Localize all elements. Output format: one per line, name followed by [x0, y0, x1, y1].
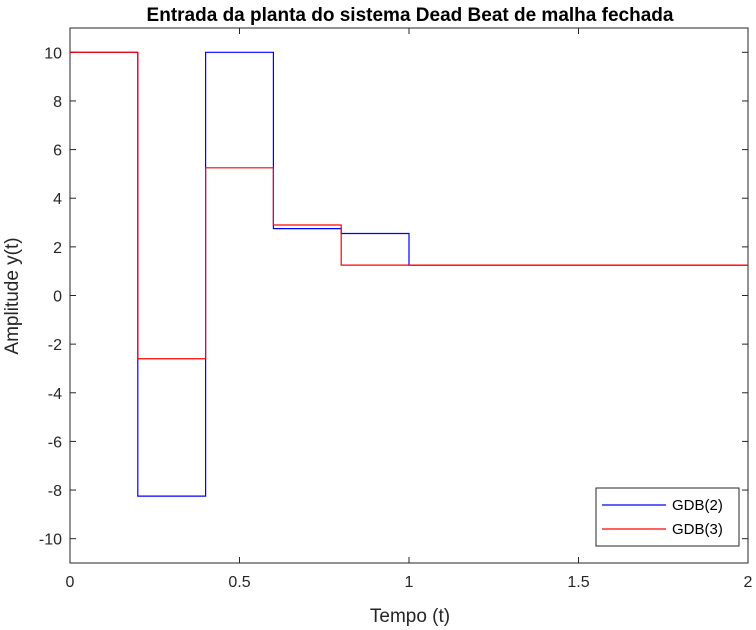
series-line-gdb3 — [70, 51, 748, 360]
legend-box — [595, 487, 740, 547]
x-tick-label: 2 — [744, 574, 753, 591]
x-tick-label: 1.5 — [567, 574, 589, 591]
y-tick-label: 8 — [53, 94, 62, 111]
y-tick-label: -4 — [48, 386, 62, 403]
chart-title: Entrada da planta do sistema Dead Beat d… — [147, 5, 674, 26]
x-tick-label: 0.5 — [228, 574, 250, 591]
y-tick-label: 2 — [53, 240, 62, 257]
y-tick-label: -8 — [48, 483, 62, 500]
axes-box — [69, 27, 749, 564]
y-tick-label: -2 — [48, 337, 62, 354]
plot-area: 0 0.5 1 1.5 2 10 8 6 4 2 0 -2 -4 -6 -8 -10 — [39, 27, 753, 591]
x-tick-label: 0 — [66, 574, 75, 591]
y-tick-label: -6 — [48, 434, 62, 451]
y-tick-label: 6 — [53, 143, 62, 160]
series-line-gdb2 — [70, 51, 748, 497]
legend-entry: GDB(3) — [672, 521, 723, 538]
y-tick-label: 0 — [53, 289, 62, 306]
y-tick-label: 4 — [53, 191, 62, 208]
x-axis-label: Tempo (t) — [370, 606, 450, 627]
x-tick-label: 1 — [405, 574, 414, 591]
y-axis-label: Amplitude y(t) — [2, 237, 23, 354]
y-tick-label: 10 — [44, 45, 62, 62]
legend-entry: GDB(2) — [672, 497, 723, 514]
legend: GDB(2) GDB(3) — [595, 487, 740, 547]
y-tick-label: -10 — [39, 532, 62, 549]
